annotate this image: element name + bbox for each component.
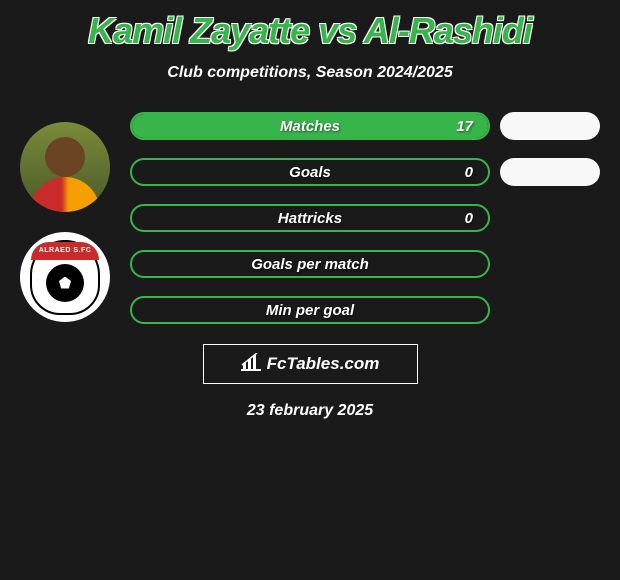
club-avatar: ALRAED S.FC	[20, 232, 110, 322]
stat-bar: Hattricks 0	[130, 204, 490, 232]
soccer-ball-icon	[46, 264, 84, 302]
avatar-column: ALRAED S.FC	[10, 112, 120, 324]
stat-row-mpg: Min per goal	[130, 296, 600, 324]
pill-placeholder	[500, 296, 600, 324]
stat-bar: Min per goal	[130, 296, 490, 324]
stat-row-hattricks: Hattricks 0	[130, 204, 600, 232]
pill-placeholder	[500, 204, 600, 232]
stat-value: 17	[456, 118, 473, 135]
brand-badge: FcTables.com	[203, 344, 418, 384]
stat-bar: Matches 17	[130, 112, 490, 140]
player-avatar	[20, 122, 110, 212]
comparison-pill	[500, 112, 600, 140]
pill-placeholder	[500, 250, 600, 278]
stat-bar: Goals 0	[130, 158, 490, 186]
brand-text: FcTables.com	[267, 354, 380, 374]
bar-chart-icon	[241, 353, 261, 376]
footer: FcTables.com 23 february 2025	[0, 344, 620, 420]
stat-label: Goals per match	[251, 256, 369, 273]
infographic-container: Kamil Zayatte vs Al-Rashidi Club competi…	[0, 0, 620, 420]
stat-label: Matches	[280, 118, 340, 135]
page-title: Kamil Zayatte vs Al-Rashidi	[0, 10, 620, 52]
stat-label: Min per goal	[266, 302, 354, 319]
stat-row-gpm: Goals per match	[130, 250, 600, 278]
comparison-pill	[500, 158, 600, 186]
club-badge-text: ALRAED S.FC	[31, 242, 99, 260]
subtitle: Club competitions, Season 2024/2025	[0, 64, 620, 82]
stat-row-matches: Matches 17	[130, 112, 600, 140]
stat-label: Hattricks	[278, 210, 342, 227]
stats-column: Matches 17 Goals 0 Hattricks 0	[120, 112, 610, 324]
stat-row-goals: Goals 0	[130, 158, 600, 186]
club-badge: ALRAED S.FC	[30, 240, 100, 315]
content-row: ALRAED S.FC Matches 17 Goals 0	[0, 112, 620, 324]
stat-value: 0	[465, 164, 473, 181]
stat-bar: Goals per match	[130, 250, 490, 278]
stat-value: 0	[465, 210, 473, 227]
date-text: 23 february 2025	[247, 402, 373, 420]
stat-label: Goals	[289, 164, 331, 181]
